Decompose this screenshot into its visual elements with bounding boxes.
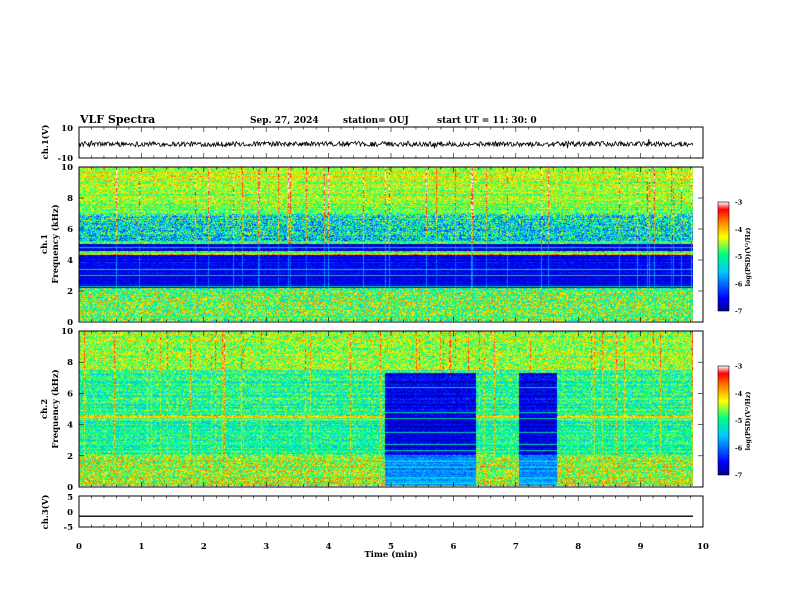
ch1-spec-ylabel-channel: ch.1 [40, 234, 50, 254]
ch1-spec-ytick: 10 [61, 163, 73, 173]
ch1-spec-ytick: 2 [67, 287, 73, 297]
ch3-ylabel: ch.3(V) [40, 495, 51, 530]
colorbar-ch2-tick: -4 [735, 390, 743, 398]
ch2-spec-ytick: 6 [67, 389, 73, 399]
ch2-spec-ylabel-channel: ch.2 [40, 399, 50, 419]
date-label: Sep. 27, 2024 [250, 116, 319, 126]
colorbar-ch1-tick: -6 [735, 280, 743, 288]
start-time-label: start UT = 11: 30: 0 [437, 116, 537, 126]
ch3-panel: 5 0 -5 ch.3(V) [40, 493, 704, 533]
x-tick-label: 10 [697, 542, 709, 552]
x-tick-label: 7 [513, 542, 519, 552]
x-tick-label: 8 [575, 542, 581, 552]
colorbar-ch2-tick: -6 [735, 444, 743, 452]
x-tick-label: 3 [263, 542, 269, 552]
ch2-spec-ytick: 2 [67, 452, 73, 462]
station-label: station= OUJ [343, 116, 409, 126]
ch2-spectrogram-image [79, 331, 693, 486]
ch1-ytick: 10 [61, 124, 73, 134]
ch1-ytick: -10 [58, 154, 73, 164]
ch2-spec-ytick: 4 [67, 421, 73, 431]
ch1-spec-ytick: 6 [67, 225, 73, 235]
x-tick-label: 6 [450, 542, 456, 552]
ch2-spectrogram-panel: 0 2 4 6 8 10 ch.2 Frequency (kHz) [40, 327, 704, 493]
x-tick-label: 4 [326, 542, 332, 552]
colorbar-ch1-tick: -7 [735, 308, 742, 316]
x-tick-label: 0 [76, 542, 82, 552]
colorbar-ch2: -3 -4 -5 -6 -7 log(PSD)(V²/Hz) [717, 363, 752, 480]
figure-title: VLF Spectra [79, 113, 155, 126]
x-axis-label: Time (min) [364, 549, 417, 560]
ch1-waveform-line [78, 138, 694, 150]
ch1-spec-ytick: 8 [67, 194, 73, 204]
x-tick-label: 9 [638, 542, 644, 552]
colorbar-ch2-tick: -3 [735, 363, 743, 371]
ch3-ytick: 5 [67, 493, 73, 503]
colorbar-ch2-tick: -5 [735, 417, 743, 425]
ch1-spectrogram-panel: 0 2 4 6 8 10 ch.1 Frequency (kHz) [40, 163, 704, 328]
colorbar-ch1-label: log(PSD)(V²/Hz) [744, 228, 752, 287]
x-tick-label: 2 [201, 542, 207, 552]
colorbar-ch1: -3 -4 -5 -6 -7 log(PSD)(V²/Hz) [717, 199, 752, 316]
ch2-spec-ytick: 8 [67, 358, 73, 368]
ch2-spec-ytick: 10 [61, 327, 73, 337]
ch3-ytick: 0 [67, 508, 73, 518]
ch3-ytick: -5 [64, 523, 74, 533]
ch2-spec-ylabel-frequency: Frequency (kHz) [50, 369, 61, 448]
x-tick-label: 1 [138, 542, 144, 552]
colorbar-ch1-tick: -4 [735, 226, 743, 234]
ch1-waveform-panel: 10 -10 ch.1(V) [40, 124, 704, 164]
colorbar-ch1-tick: -5 [735, 253, 743, 261]
colorbar-ch2-label: log(PSD)(V²/Hz) [744, 392, 752, 451]
ch1-spec-ytick: 4 [67, 256, 73, 266]
ch1-spectrogram-image [79, 167, 693, 321]
time-axis-labels: 0 1 2 3 4 5 6 7 8 9 10 [76, 542, 709, 552]
x-tick-label: 5 [388, 542, 394, 552]
time-axis-ticks [78, 127, 704, 527]
ch1-spec-ylabel-frequency: Frequency (kHz) [50, 204, 61, 283]
ch2-spec-ytick: 0 [67, 483, 73, 493]
ch1-ylabel: ch.1(V) [40, 125, 51, 160]
colorbar-ch2-tick: -7 [735, 472, 742, 480]
ch1-spec-ytick: 0 [67, 318, 73, 328]
colorbar-ch1-tick: -3 [735, 199, 743, 207]
